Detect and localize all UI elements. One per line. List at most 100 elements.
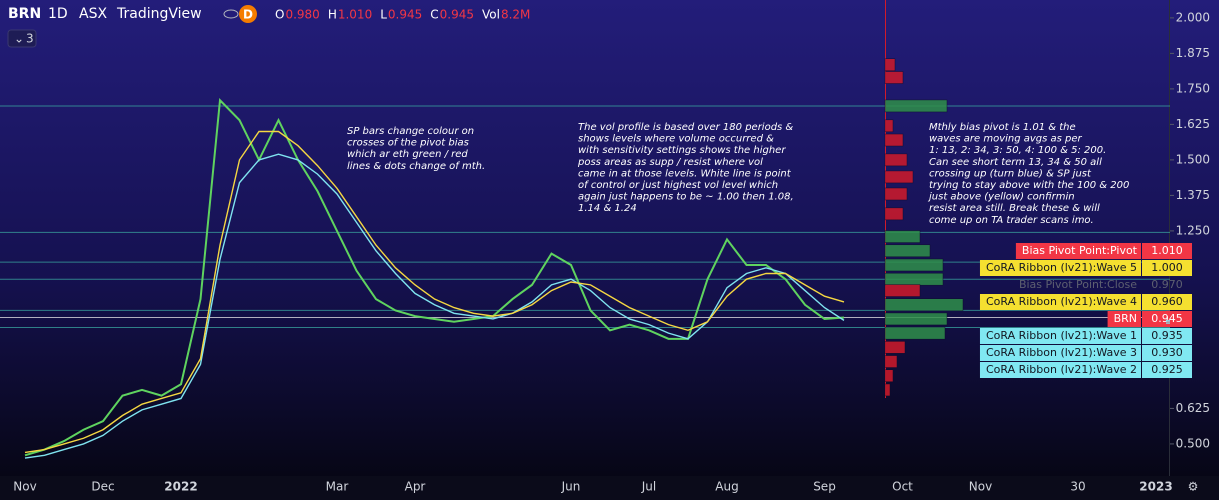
price-tag-value: 0.960 — [1151, 295, 1183, 308]
price-tag-value: 0.945 — [1151, 312, 1183, 325]
profile-bar — [884, 119, 894, 133]
y-tick-label: 1.625 — [1176, 117, 1210, 131]
profile-bar — [884, 71, 904, 84]
interval: 1D — [48, 6, 68, 22]
y-tick-label: 0.625 — [1176, 401, 1210, 415]
annotation-line: again just happens to be ~ 1.00 then 1.0… — [578, 192, 794, 203]
annotation-line: SP bars change colour on — [347, 126, 474, 137]
price-tag-value-bg — [1142, 294, 1192, 310]
x-tick-label: Dec — [91, 480, 114, 494]
annotation-line: with sensitivity settings shows the high… — [578, 145, 786, 156]
price-line — [24, 98, 845, 457]
eye-icon[interactable] — [223, 9, 239, 19]
profile-bar — [884, 312, 948, 326]
annotation-line: of control or just highest vol level whi… — [578, 180, 778, 191]
exchange: ASX — [79, 6, 107, 22]
annotation-line: just above (yellow) confirmin — [927, 192, 1075, 203]
ohlc-name: O — [275, 8, 284, 22]
annotation-line: lines & dots change of mth. — [347, 161, 485, 172]
price-tag-name-bg — [1015, 243, 1141, 259]
profile-bar — [884, 272, 944, 286]
price-tag-name: Bias Pivot Point:Pivot — [1022, 244, 1138, 257]
price-tag-name-bg — [979, 362, 1141, 378]
settings-icon[interactable]: ⚙ — [1188, 480, 1199, 494]
x-tick-label: Nov — [969, 480, 992, 494]
ribbon-wave — [24, 130, 845, 454]
profile-bar — [884, 153, 908, 167]
price-tag-name-bg — [979, 260, 1141, 276]
price-tag-value-bg — [1142, 311, 1192, 327]
collapse-button[interactable] — [7, 29, 37, 48]
price-tag-value: 0.925 — [1151, 363, 1183, 376]
x-tick-label: Nov — [13, 480, 36, 494]
annotation-line: 1.14 & 1.24 — [578, 203, 637, 214]
y-tick-label: 1.250 — [1176, 223, 1210, 237]
y-tick-label: 1.500 — [1176, 152, 1210, 166]
ohlc-value: 0.980 — [285, 8, 319, 22]
y-tick-label: 2.000 — [1176, 10, 1210, 24]
annotation-line: Mthly bias pivot is 1.01 & the — [929, 122, 1076, 133]
price-tag-name: CoRA Ribbon (lv21):Wave 1 — [986, 329, 1137, 342]
price-tag-value-bg — [1142, 328, 1192, 344]
price-tag-name-bg — [979, 294, 1141, 310]
y-tick-label: 1.875 — [1176, 46, 1210, 60]
annotation-line: poss areas as supp / resist where vol — [577, 157, 763, 168]
price-tag-value-bg — [1142, 362, 1192, 378]
ohlc-value: 0.945 — [388, 8, 422, 22]
y-tick-label: 1.750 — [1176, 81, 1210, 95]
profile-bar — [884, 187, 908, 201]
price-tag-value: 1.000 — [1151, 261, 1183, 274]
x-tick-label: Aug — [715, 480, 738, 494]
x-tick-label: 30 — [1070, 480, 1085, 494]
badge: D — [243, 8, 253, 22]
price-tag-name-bg — [979, 345, 1141, 361]
x-tick-label: 2022 — [164, 480, 197, 494]
profile-bar — [884, 207, 904, 221]
price-tag-value: 0.970 — [1151, 278, 1183, 291]
profile-bar — [884, 99, 948, 113]
profile-bar — [884, 133, 904, 147]
plot-area — [0, 0, 1170, 459]
profile-bar — [884, 244, 931, 258]
ohlc-value: 0.945 — [440, 8, 474, 22]
x-tick-label: Jun — [561, 480, 581, 494]
price-tag-name: Bias Pivot Point:Close — [1019, 278, 1137, 291]
profile-bar — [884, 230, 921, 243]
x-axis-strip — [0, 476, 1219, 500]
price-tag-value: 0.935 — [1151, 329, 1183, 342]
annotation-line: The vol profile is based over 180 period… — [578, 122, 793, 133]
profile-bar — [884, 326, 946, 340]
profile-bar — [884, 341, 906, 354]
annotation-line: 1: 13, 2: 34, 3: 50, 4: 100 & 5: 200. — [929, 145, 1106, 156]
price-tag-value: 1.010 — [1151, 244, 1183, 257]
annotation-line: came in at those levels. White line is p… — [578, 168, 792, 179]
ohlc-name: Vol — [482, 8, 500, 22]
price-tag-name: BRN — [1114, 312, 1137, 325]
annotation-line: shows levels where volume occurred & — [578, 134, 774, 145]
y-tick-label: 0.500 — [1176, 436, 1210, 450]
profile-bar — [884, 383, 891, 397]
annotation-line: crosses of the pivot bias — [347, 138, 469, 149]
price-tag-name: CoRA Ribbon (lv21):Wave 5 — [986, 261, 1137, 274]
price-tag-value-bg — [1142, 345, 1192, 361]
annotation-line: which ar eth green / red — [347, 149, 468, 160]
chevron: ⌄ — [14, 32, 24, 46]
price-tag-name: CoRA Ribbon (lv21):Wave 3 — [986, 346, 1137, 359]
symbol: BRN — [8, 6, 41, 22]
profile-bar — [884, 355, 898, 368]
x-tick-label: Oct — [892, 480, 913, 494]
annotation-line: crossing up (turn blue) & SP just — [929, 168, 1092, 179]
ohlc-name: H — [328, 8, 337, 22]
price-tag-name: CoRA Ribbon (lv21):Wave 2 — [986, 363, 1137, 376]
profile-bar — [884, 258, 944, 272]
source: TradingView — [116, 6, 202, 22]
profile-bar — [884, 284, 921, 297]
x-tick-label: Sep — [813, 480, 836, 494]
price-tag-name: CoRA Ribbon (lv21):Wave 4 — [986, 295, 1137, 308]
price-tag-value: 0.930 — [1151, 346, 1183, 359]
annotation-line: waves are moving avgs as per — [929, 134, 1083, 145]
annotation-line: come up on TA trader scans imo. — [929, 215, 1094, 226]
ohlc-name: L — [380, 8, 387, 22]
